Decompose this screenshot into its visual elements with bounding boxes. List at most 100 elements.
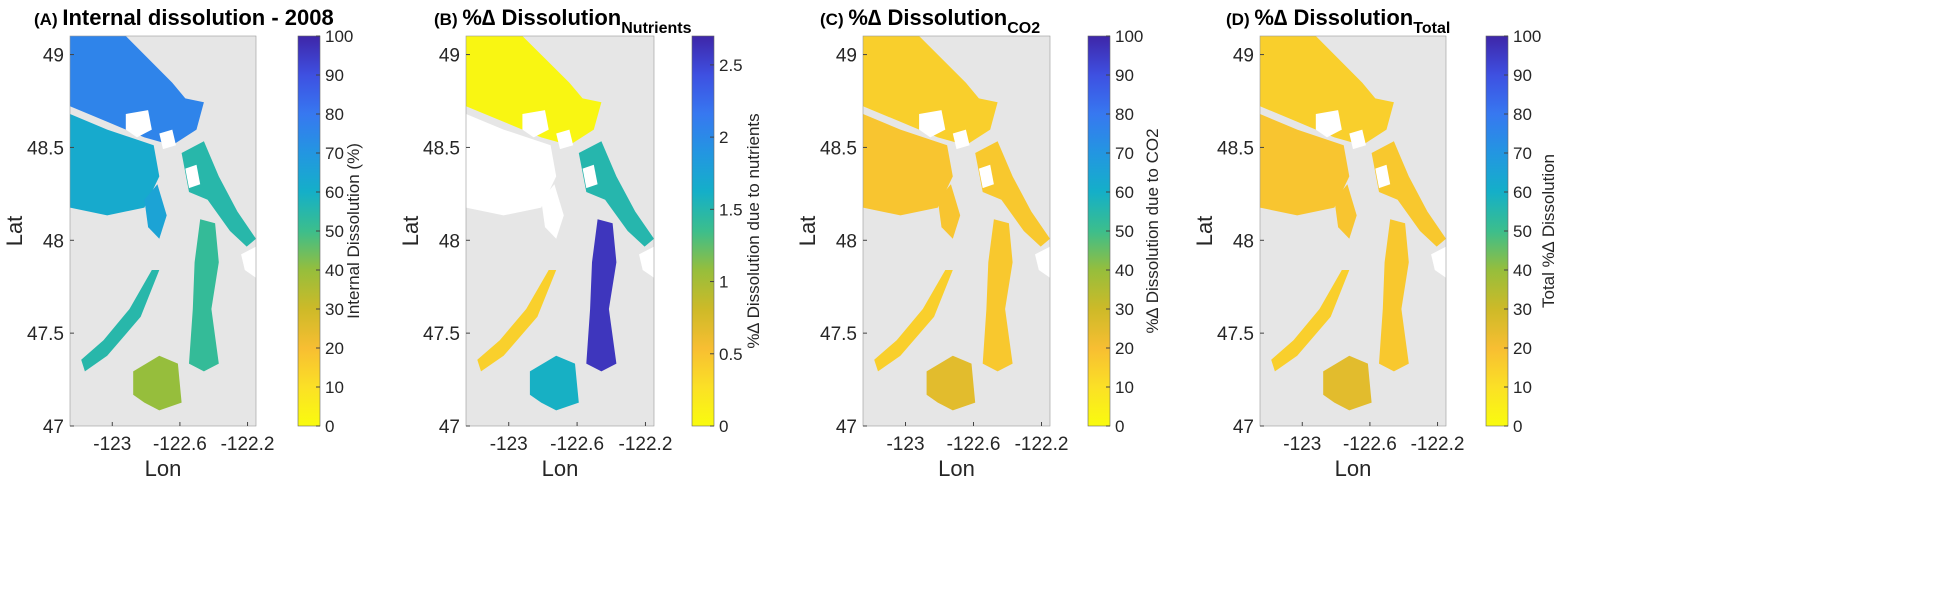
colorbar-tick-label: 80	[1115, 105, 1134, 124]
colorbar-tick-label: 30	[1513, 300, 1532, 319]
x-tick-label: -123	[93, 434, 131, 455]
colorbar-tick-label: 20	[1115, 339, 1134, 358]
x-tick-label: -122.2	[221, 434, 275, 455]
colorbar-tick-label: 40	[1115, 261, 1134, 280]
colorbar-tick-label: 20	[1513, 339, 1532, 358]
panel-title-sub: Total	[1413, 20, 1450, 37]
island	[1375, 164, 1391, 189]
colorbar-tick-label: 0	[325, 417, 334, 436]
colorbar-tick-label: 0	[719, 417, 728, 436]
colorbar-tick-label: 30	[325, 300, 344, 319]
water-region	[1379, 219, 1409, 372]
panel-title-main: %∆ Dissolution	[462, 5, 621, 30]
water-region	[70, 36, 204, 146]
colorbar-tick-label: 60	[1115, 183, 1134, 202]
water-region	[1371, 141, 1446, 247]
panel-title-main: Internal dissolution - 2008	[62, 5, 333, 30]
colorbar-tick-label: 70	[1115, 144, 1134, 163]
panel-label: (D)	[1226, 10, 1254, 29]
island	[1349, 129, 1366, 150]
x-axis-label: Lon	[542, 456, 579, 481]
y-tick-label: 48	[1233, 231, 1254, 252]
island	[125, 110, 152, 138]
y-tick-label: 48	[43, 231, 64, 252]
y-tick-label: 48.5	[27, 138, 64, 159]
y-tick-label: 49	[1233, 46, 1254, 67]
y-axis-label: Lat	[795, 216, 820, 247]
water-region	[874, 270, 953, 372]
y-tick-label: 48.5	[820, 138, 857, 159]
island	[159, 129, 176, 150]
water-region	[1334, 184, 1357, 239]
colorbar-tick-label: 1	[719, 273, 728, 292]
panel-0: (A) Internal dissolution - 2008 -123 -122.…	[2, 5, 363, 481]
y-tick-label: 48	[836, 231, 857, 252]
island	[952, 129, 970, 150]
water-region	[1260, 114, 1350, 216]
water-region	[466, 36, 602, 146]
colorbar-tick-label: 20	[325, 339, 344, 358]
x-axis-label: Lon	[938, 456, 975, 481]
panel-label: (A)	[34, 10, 62, 29]
water-region	[529, 355, 579, 411]
water-region	[578, 141, 654, 247]
y-tick-label: 48	[439, 231, 460, 252]
colorbar-tick-label: 10	[325, 378, 344, 397]
colorbar-tick-label: 90	[1513, 66, 1532, 85]
water-region	[477, 270, 557, 372]
x-tick-label: -123	[490, 434, 528, 455]
x-tick-label: -122.2	[1015, 434, 1069, 455]
colorbar	[691, 35, 715, 427]
panel-title: (D) %∆ DissolutionTotal	[1226, 5, 1450, 37]
colorbar-tick-label: 50	[1115, 222, 1134, 241]
x-tick-label: -123	[886, 434, 924, 455]
water-region	[70, 114, 160, 216]
colorbar-tick-label: 30	[1115, 300, 1134, 319]
y-axis-label: Lat	[2, 216, 27, 247]
panel-title-main: %∆ Dissolution	[1254, 5, 1413, 30]
colorbar-label: Total %∆ Dissolution	[1539, 154, 1558, 308]
y-axis-label: Lat	[398, 216, 423, 247]
panel-title-sub: CO2	[1007, 20, 1040, 37]
axes-frame	[465, 35, 655, 427]
island	[241, 246, 256, 278]
colorbar-label: %∆ Dissolution due to nutrients	[744, 113, 763, 348]
island	[978, 164, 994, 189]
island	[919, 110, 946, 138]
panel-2: (C) %∆ DissolutionCO2 -123 -122.6 -122.2 49 4…	[795, 5, 1162, 481]
y-tick-label: 47	[1233, 417, 1254, 438]
island	[1035, 246, 1050, 278]
panel-label: (B)	[434, 10, 462, 29]
water-region	[541, 184, 564, 239]
panel-1: (B) %∆ DissolutionNutrients -123 -122.6 -12…	[398, 5, 763, 481]
y-tick-label: 48.5	[423, 138, 460, 159]
x-tick-label: -122.6	[1343, 434, 1397, 455]
colorbar-tick-label: 40	[325, 261, 344, 280]
water-region	[1260, 36, 1394, 146]
colorbar-label: %∆ Dissolution due to CO2	[1143, 128, 1162, 333]
colorbar-tick-label: 100	[1513, 27, 1541, 46]
colorbar-tick-label: 50	[1513, 222, 1532, 241]
water-region	[937, 184, 961, 239]
colorbar-tick-label: 40	[1513, 261, 1532, 280]
colorbar-tick-label: 0	[1513, 417, 1522, 436]
water-region	[181, 141, 256, 247]
island	[185, 164, 201, 189]
colorbar-tick-label: 1.5	[719, 200, 743, 219]
water-region	[466, 114, 557, 216]
island	[1431, 246, 1446, 278]
y-tick-label: 47.5	[423, 324, 460, 345]
colorbar-tick-label: 60	[325, 183, 344, 202]
colorbar-tick-label: 100	[1115, 27, 1143, 46]
colorbar-tick-label: 90	[325, 66, 344, 85]
panel-title-sub: Nutrients	[621, 20, 691, 37]
colorbar-tick-label: 70	[1513, 144, 1532, 163]
y-tick-label: 49	[836, 46, 857, 67]
x-tick-label: -122.2	[1411, 434, 1465, 455]
water-region	[586, 219, 617, 372]
panel-title: (A) Internal dissolution - 2008	[34, 5, 334, 30]
colorbar-tick-label: 0	[1115, 417, 1124, 436]
water-region	[133, 355, 182, 411]
panel-title-main: %∆ Dissolution	[848, 5, 1007, 30]
